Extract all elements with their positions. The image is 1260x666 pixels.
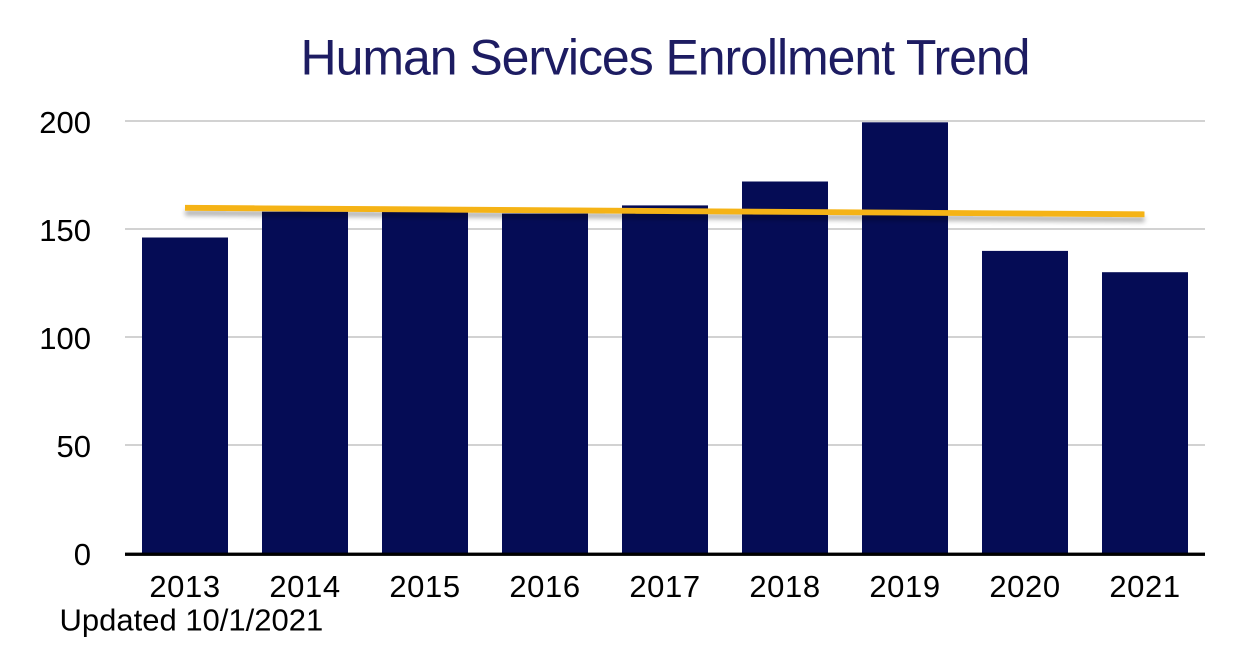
svg-text:Updated 10/1/2021: Updated 10/1/2021 bbox=[60, 603, 324, 638]
svg-text:2020: 2020 bbox=[989, 569, 1060, 604]
svg-text:2013: 2013 bbox=[149, 569, 220, 604]
svg-text:Human Services Enrollment Tren: Human Services Enrollment Trend bbox=[301, 30, 1030, 86]
svg-text:2021: 2021 bbox=[1109, 569, 1180, 604]
svg-text:0: 0 bbox=[74, 537, 91, 572]
svg-text:2017: 2017 bbox=[629, 569, 700, 604]
svg-text:2015: 2015 bbox=[389, 569, 460, 604]
svg-text:2014: 2014 bbox=[269, 569, 340, 604]
svg-text:2016: 2016 bbox=[509, 569, 580, 604]
svg-text:150: 150 bbox=[39, 213, 91, 248]
svg-text:50: 50 bbox=[57, 429, 91, 464]
svg-text:2019: 2019 bbox=[869, 569, 940, 604]
svg-text:2018: 2018 bbox=[749, 569, 820, 604]
svg-text:100: 100 bbox=[39, 321, 91, 356]
svg-text:200: 200 bbox=[39, 105, 91, 140]
